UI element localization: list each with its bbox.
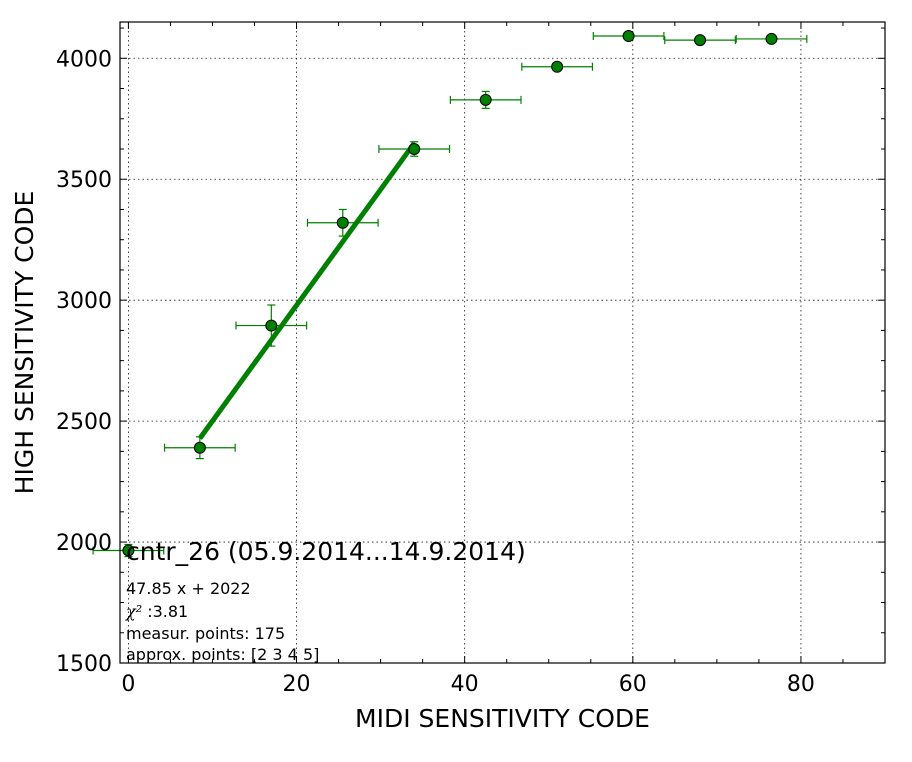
error-bars bbox=[92, 32, 808, 558]
chi-square-annotation: χ² :3.81 bbox=[125, 602, 188, 621]
data-point bbox=[408, 142, 421, 155]
data-point bbox=[479, 93, 492, 106]
x-tick-label: 80 bbox=[787, 672, 815, 697]
data-point bbox=[336, 216, 349, 229]
data-points bbox=[122, 30, 778, 557]
data-point bbox=[551, 60, 564, 73]
fit-line bbox=[197, 141, 417, 440]
x-tick-label: 0 bbox=[121, 672, 135, 697]
axis-tick-labels: 0 20 40 60 80 1500 2000 2500 3000 3500 4000 bbox=[56, 47, 815, 697]
y-tick-label: 3000 bbox=[56, 289, 112, 314]
x-tick-label: 60 bbox=[619, 672, 647, 697]
data-point bbox=[122, 544, 135, 557]
x-axis-title: MIDI SENSITIVITY CODE bbox=[355, 704, 650, 733]
axis-ticks bbox=[120, 22, 886, 664]
grid bbox=[120, 22, 885, 663]
measured-points-count: measur. points: 175 bbox=[126, 624, 285, 643]
data-point bbox=[694, 34, 707, 47]
y-tick-label: 4000 bbox=[56, 47, 112, 72]
y-tick-label: 3500 bbox=[56, 168, 112, 193]
data-point bbox=[193, 441, 206, 454]
y-tick-label: 1500 bbox=[56, 652, 112, 677]
fit-equation: 47.85 x + 2022 bbox=[126, 579, 251, 598]
plot-frame bbox=[119, 21, 886, 664]
chi-square-value: :3.81 bbox=[142, 602, 188, 621]
x-tick-label: 20 bbox=[283, 672, 311, 697]
legend-label: cntr_26 (05.9.2014...14.9.2014) bbox=[126, 537, 526, 566]
data-point bbox=[265, 319, 278, 332]
approx-points-list: approx. points: [2 3 4 5] bbox=[126, 645, 319, 664]
data-point bbox=[622, 30, 635, 43]
fit-annotations: 47.85 x + 2022 χ² :3.81 measur. points: … bbox=[125, 579, 319, 664]
y-tick-label: 2500 bbox=[56, 410, 112, 435]
y-axis-title: HIGH SENSITIVITY CODE bbox=[10, 191, 39, 495]
data-point bbox=[765, 32, 778, 45]
x-tick-label: 40 bbox=[451, 672, 479, 697]
fit-line-layer bbox=[197, 141, 417, 440]
legend: cntr_26 (05.9.2014...14.9.2014) bbox=[126, 537, 526, 566]
chi-square-symbol: χ² bbox=[125, 602, 142, 621]
y-tick-label: 2000 bbox=[56, 531, 112, 556]
